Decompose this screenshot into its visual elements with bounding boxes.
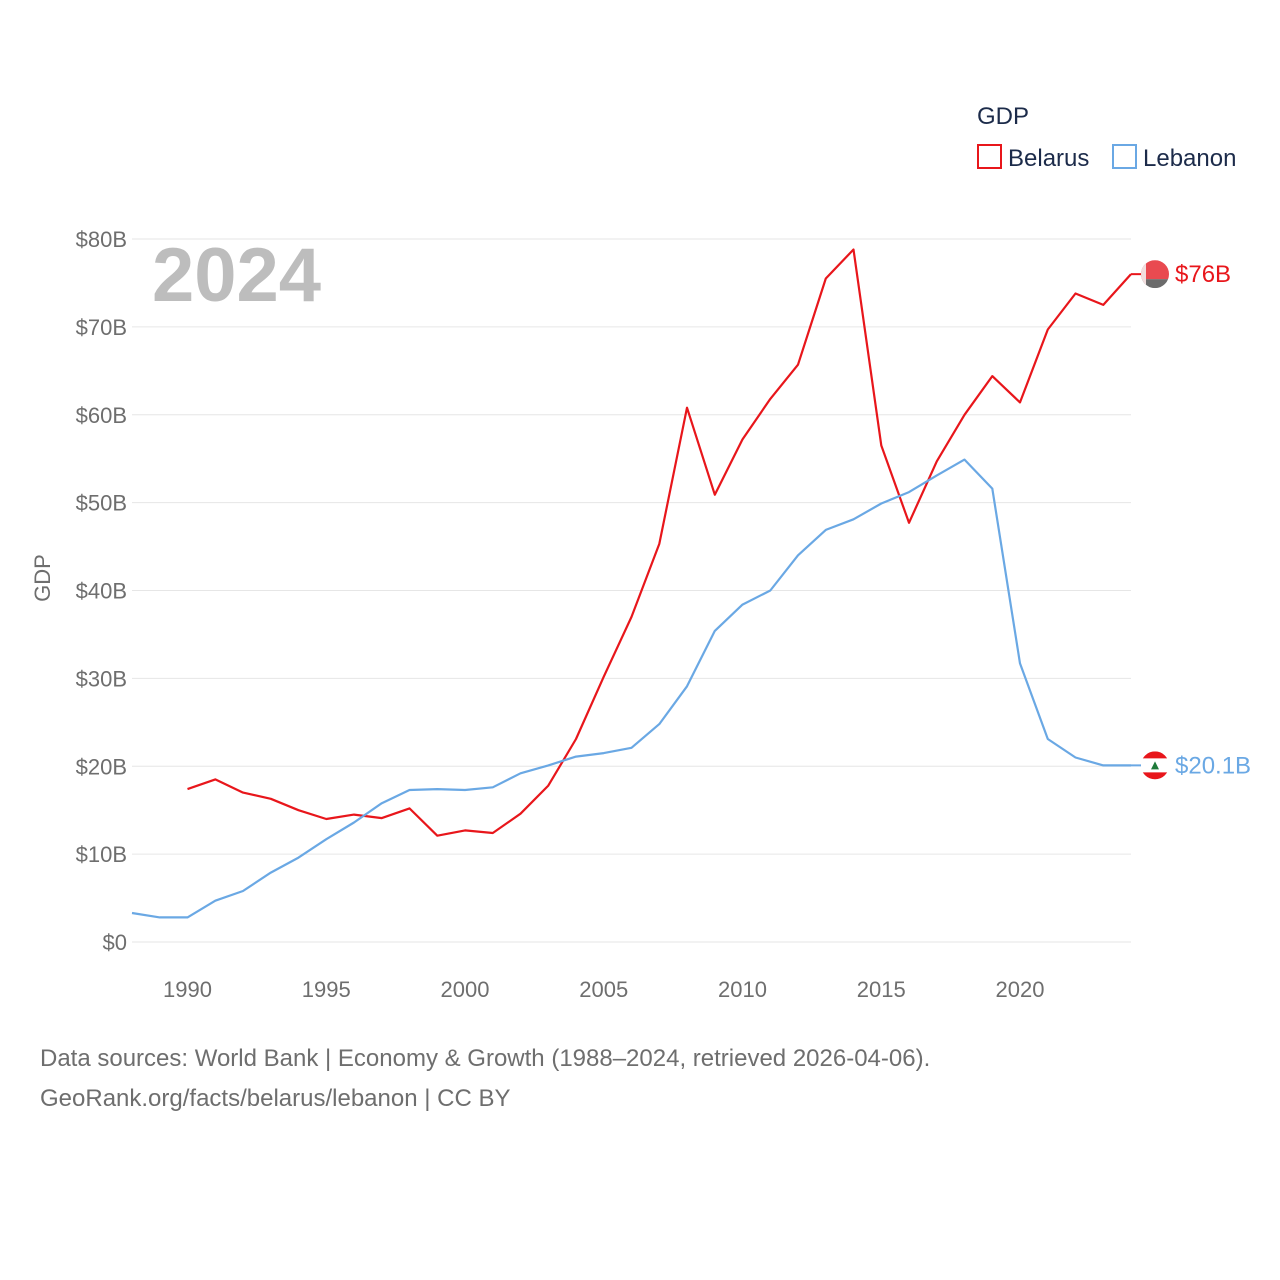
y-tick-label: $40B (76, 579, 127, 604)
flag-marker-lebanon (1141, 751, 1169, 780)
y-tick-label: $70B (76, 315, 127, 340)
end-value-label-lebanon: $20.1B (1175, 752, 1251, 779)
year-label: 2024 (152, 233, 321, 318)
y-tick-label: $60B (76, 403, 127, 428)
y-tick-label: $30B (76, 666, 127, 691)
x-tick-label: 2010 (718, 977, 767, 1002)
legend-swatch-lebanon (1112, 144, 1137, 169)
legend-swatch-belarus (977, 144, 1002, 169)
x-tick-label: 2000 (441, 977, 490, 1002)
y-axis-title: GDP (30, 554, 55, 602)
x-tick-label: 2020 (996, 977, 1045, 1002)
footer-attribution[interactable]: GeoRank.org/facts/belarus/lebanon | CC B… (40, 1085, 511, 1112)
x-tick-label: 2005 (579, 977, 628, 1002)
grid-lines (132, 238, 1131, 943)
x-axis-ticks: 1990 1995 2000 2005 2010 2015 2020 (163, 977, 1044, 1002)
flag-marker-belarus (1141, 260, 1169, 289)
y-tick-label: $0 (103, 930, 127, 955)
legend: GDP Belarus Lebanon (977, 103, 1236, 172)
series-line-belarus[interactable] (187, 248, 1132, 837)
legend-item-lebanon[interactable]: Lebanon (1112, 144, 1236, 172)
x-tick-label: 1990 (163, 977, 212, 1002)
y-tick-label: $80B (76, 227, 127, 252)
footer-sources: Data sources: World Bank | Economy & Gro… (40, 1045, 931, 1072)
y-tick-label: $20B (76, 754, 127, 779)
end-markers: $76B $20.1B (1131, 260, 1251, 780)
y-tick-label: $50B (76, 491, 127, 516)
series-line-lebanon[interactable] (131, 458, 1131, 919)
y-axis-ticks: $0 $10B $20B $30B $40B $50B $60B $70B $80B (76, 227, 127, 955)
x-tick-label: 2015 (857, 977, 906, 1002)
legend-label-belarus: Belarus (1008, 145, 1089, 172)
gdp-chart: $0$10B$20B$30B$40B$50B$60B$70B$80B 1990 1… (30, 103, 1251, 1002)
legend-label-lebanon: Lebanon (1143, 145, 1236, 172)
legend-item-belarus[interactable]: Belarus (977, 144, 1089, 172)
end-value-label-belarus: $76B (1175, 261, 1231, 288)
y-tick-label: $10B (76, 842, 127, 867)
series-lines (131, 248, 1132, 919)
x-tick-label: 1995 (302, 977, 351, 1002)
legend-title: GDP (977, 103, 1029, 130)
